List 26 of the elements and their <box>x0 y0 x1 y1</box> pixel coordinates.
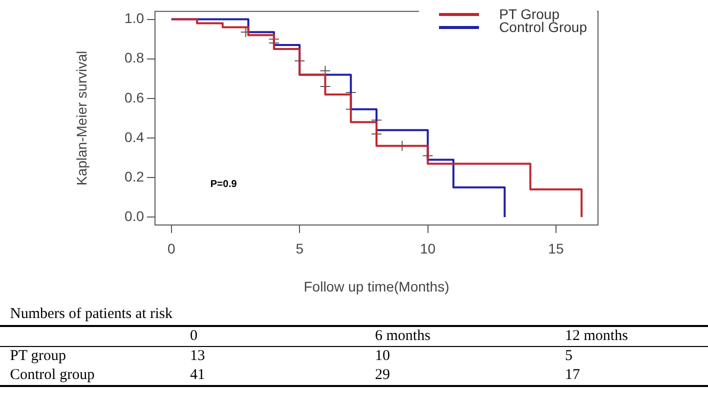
y-tick-label: 1.0 <box>124 10 144 26</box>
text: 6 months <box>365 326 555 346</box>
text: 17 <box>564 366 581 385</box>
y-tick-label: 0.2 <box>124 168 144 184</box>
x-axis-title: Follow up time(Months) <box>304 278 450 294</box>
y-tick-label: 0.4 <box>124 128 144 145</box>
text: PT group <box>9 347 67 366</box>
text: Control group <box>9 366 96 385</box>
text: 12 months <box>555 326 708 346</box>
x-tick-label: 0 <box>168 240 176 256</box>
text: 29 <box>374 366 391 385</box>
x-tick-label: 5 <box>296 240 304 256</box>
text: 10 <box>374 347 391 366</box>
text: 13 <box>189 347 206 366</box>
text: 5 <box>564 347 574 366</box>
y-tick-label: 0.0 <box>124 208 144 224</box>
y-tick-label: 0.8 <box>124 50 144 66</box>
annotation: P=0.9 <box>210 179 238 190</box>
legend-label: PT Group <box>499 6 560 22</box>
text: 0 <box>180 326 365 346</box>
x-tick-label: 15 <box>548 240 564 256</box>
y-axis-title: Kaplan-Meier survival <box>73 50 90 186</box>
text: Numbers of patients at risk <box>9 306 174 324</box>
text: 41 <box>189 366 206 385</box>
y-tick-label: 0.6 <box>124 89 144 106</box>
x-tick-label: 10 <box>420 240 436 256</box>
